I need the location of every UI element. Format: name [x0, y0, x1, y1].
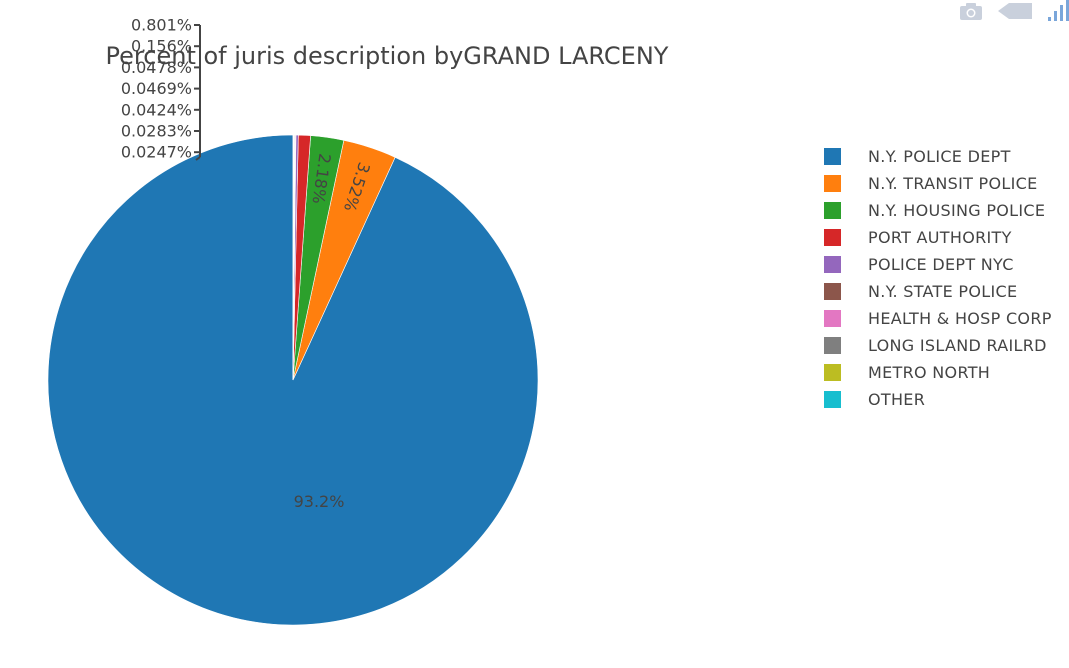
- legend-item-long-island-railrd[interactable]: LONG ISLAND RAILRD: [824, 332, 1052, 359]
- legend-swatch: [824, 148, 841, 165]
- legend-label: METRO NORTH: [868, 363, 991, 382]
- slice-label-n-y-police-dept: 93.2%: [294, 492, 345, 511]
- legend-label: N.Y. TRANSIT POLICE: [868, 174, 1038, 193]
- modebar: [959, 0, 1069, 26]
- arrow-tag-icon[interactable]: [997, 1, 1033, 25]
- slice-label-police-dept-nyc: 0.156%: [131, 37, 192, 56]
- legend-item-health-hosp-corp[interactable]: HEALTH & HOSP CORP: [824, 305, 1052, 332]
- legend-label: HEALTH & HOSP CORP: [868, 309, 1052, 328]
- legend-item-port-authority[interactable]: PORT AUTHORITY: [824, 224, 1052, 251]
- legend-item-metro-north[interactable]: METRO NORTH: [824, 359, 1052, 386]
- legend-item-n-y-state-police[interactable]: N.Y. STATE POLICE: [824, 278, 1052, 305]
- legend-swatch: [824, 202, 841, 219]
- slice-label-n-y-state-police: 0.0478%: [121, 58, 192, 77]
- legend-item-police-dept-nyc[interactable]: POLICE DEPT NYC: [824, 251, 1052, 278]
- legend-label: N.Y. POLICE DEPT: [868, 147, 1011, 166]
- slice-label-metro-north: 0.0283%: [121, 122, 192, 141]
- plotly-logo-icon[interactable]: [1047, 0, 1069, 27]
- slice-label-port-authority: 0.801%: [131, 16, 192, 35]
- legend-item-n-y-transit-police[interactable]: N.Y. TRANSIT POLICE: [824, 170, 1052, 197]
- slice-label-other: 0.0247%: [121, 143, 192, 162]
- camera-icon[interactable]: [959, 1, 983, 25]
- legend-label: LONG ISLAND RAILRD: [868, 336, 1047, 355]
- legend-swatch: [824, 310, 841, 327]
- legend-item-n-y-housing-police[interactable]: N.Y. HOUSING POLICE: [824, 197, 1052, 224]
- legend-swatch: [824, 391, 841, 408]
- legend-swatch: [824, 175, 841, 192]
- legend-label: PORT AUTHORITY: [868, 228, 1012, 247]
- slice-label-long-island-railrd: 0.0424%: [121, 100, 192, 119]
- legend-item-other[interactable]: OTHER: [824, 386, 1052, 413]
- legend-label: N.Y. HOUSING POLICE: [868, 201, 1046, 220]
- outer-labels: 0.801% 0.156% 0.0478% 0.0469% 0.0424% 0.0283%…: [121, 16, 201, 162]
- legend-label: N.Y. STATE POLICE: [868, 282, 1018, 301]
- leader-connector: [195, 156, 201, 161]
- legend-swatch: [824, 256, 841, 273]
- legend-label: OTHER: [868, 390, 926, 409]
- legend-swatch: [824, 364, 841, 381]
- legend-label: POLICE DEPT NYC: [868, 255, 1014, 274]
- slice-label-health-hosp-corp: 0.0469%: [121, 79, 192, 98]
- pie-slices: [47, 134, 539, 626]
- legend: N.Y. POLICE DEPT N.Y. TRANSIT POLICE N.Y. …: [824, 143, 1052, 413]
- legend-swatch: [824, 337, 841, 354]
- legend-swatch: [824, 229, 841, 246]
- legend-item-n-y-police-dept[interactable]: N.Y. POLICE DEPT: [824, 143, 1052, 170]
- chart-title: Percent of juris description byGRAND LAR…: [106, 42, 669, 70]
- legend-swatch: [824, 283, 841, 300]
